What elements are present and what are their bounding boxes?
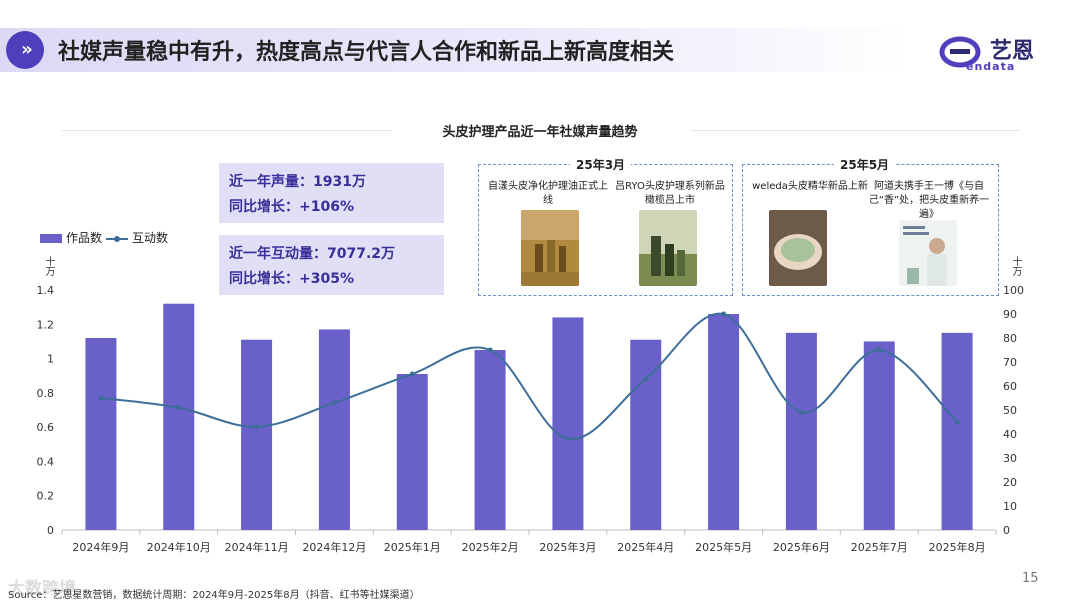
page-title: 社媒声量稳中有升，热度高点与代言人合作和新品上新高度相关	[58, 40, 675, 65]
y-left-tick-label: 0.4	[37, 455, 55, 468]
x-tick-label: 2024年10月	[147, 540, 211, 554]
header-banner	[0, 28, 910, 72]
product-weleda-photo	[769, 210, 827, 286]
bar-works-count	[863, 341, 895, 530]
x-tick-label: 2024年9月	[72, 540, 129, 554]
event-text-weleda: weleda头皮精华新品上新	[752, 181, 868, 192]
logo-text-cn: 艺恩	[990, 39, 1035, 64]
y-right-tick-label: 20	[1003, 476, 1017, 489]
y-right-tick-label: 60	[1003, 380, 1017, 393]
y-right-tick-label: 100	[1003, 284, 1024, 297]
volume-total: 近一年声量：1931万	[229, 174, 366, 190]
y-left-tick-label: 0.6	[37, 421, 55, 434]
bar-works-count	[396, 374, 428, 530]
bar-works-count	[941, 332, 973, 530]
bar-works-count	[552, 317, 584, 530]
x-tick-label: 2025年5月	[695, 540, 752, 554]
y-left-tick-label: 0.8	[37, 387, 55, 400]
x-tick-label: 2025年8月	[929, 540, 986, 554]
interaction-total: 近一年互动量：7077.2万	[229, 246, 396, 262]
volume-growth: 同比增长：+106%	[229, 199, 354, 215]
x-tick-label: 2025年1月	[384, 540, 441, 554]
y-left-tick-label: 0	[47, 524, 54, 537]
y-right-tick-label: 30	[1003, 452, 1017, 465]
product-oil-photo	[521, 210, 579, 286]
y-right-tick-label: 80	[1003, 332, 1017, 345]
source-note: Source：艺恩星数营销，数据统计周期：2024年9月-2025年8月（抖音、…	[8, 590, 420, 601]
ambassador-photo	[899, 220, 957, 286]
title-rule-right	[690, 130, 1020, 131]
line-interactions-series	[100, 312, 958, 440]
event-text-ryo: 吕RYO头皮护理系列新品橄榄吕上市	[615, 181, 725, 206]
left-axis-unit: 十万	[43, 256, 54, 276]
chevron-double-right-icon: »	[6, 31, 44, 69]
x-tick-label: 2025年2月	[462, 540, 519, 554]
endata-logo-icon	[939, 36, 981, 68]
y-right-tick-label: 40	[1003, 428, 1017, 441]
bar-works-count	[630, 339, 662, 530]
watermark: 大数跨境	[8, 579, 76, 599]
event-text-adolph: 阿道夫携手王一博《与自己“香”处，把头皮重新养一遍》	[868, 181, 990, 220]
bar-works-count	[474, 350, 506, 530]
y-right-tick-label: 0	[1003, 524, 1010, 537]
bar-works-count	[163, 303, 195, 530]
chart-title: 头皮护理产品近一年社媒声量趋势	[442, 125, 638, 140]
line-interactions-point	[565, 436, 571, 442]
y-right-tick-label: 10	[1003, 500, 1017, 513]
y-left-tick-label: 1.4	[37, 284, 55, 297]
event-month-march: 25年3月	[570, 156, 632, 173]
legend-line-swatch	[106, 235, 129, 242]
line-interactions-point	[176, 405, 182, 411]
page-number: 15	[1022, 571, 1039, 586]
y-left-tick-label: 1.2	[37, 318, 55, 331]
bar-works-count	[241, 339, 273, 530]
right-axis-unit: 十万	[1010, 256, 1021, 276]
event-text-oil: 自漾头皮净化护理油正式上线	[488, 181, 608, 206]
chart-legend: 作品数 互动数	[40, 229, 168, 246]
x-tick-label: 2025年6月	[773, 540, 830, 554]
line-interactions-point	[954, 419, 960, 425]
line-interactions-point	[798, 409, 804, 415]
bar-works-count	[318, 329, 350, 530]
y-right-tick-label: 50	[1003, 404, 1017, 417]
x-tick-label: 2024年11月	[225, 540, 289, 554]
legend-bar-swatch	[40, 234, 62, 243]
logo-text-en: endata	[966, 60, 1016, 73]
bar-works-count	[785, 332, 817, 530]
x-tick-label: 2025年4月	[617, 540, 674, 554]
line-interactions-point	[409, 371, 415, 377]
interaction-growth: 同比增长：+305%	[229, 271, 354, 287]
legend-bar-label: 作品数	[66, 231, 103, 245]
line-interactions-point	[487, 347, 493, 353]
x-tick-label: 2024年12月	[302, 540, 366, 554]
volume-stat-box: 近一年声量：1931万 同比增长：+106%	[219, 163, 444, 223]
y-left-tick-label: 0.2	[37, 490, 55, 503]
bar-works-count	[85, 338, 117, 530]
x-tick-label: 2025年7月	[851, 540, 908, 554]
legend-line-label: 互动数	[132, 231, 169, 245]
interaction-stat-box: 近一年互动量：7077.2万 同比增长：+305%	[219, 235, 444, 295]
product-ryo-photo	[639, 210, 697, 286]
event-month-may: 25年5月	[834, 156, 896, 173]
title-rule-left	[62, 130, 392, 131]
y-right-tick-label: 90	[1003, 308, 1017, 321]
bar-works-count	[708, 314, 740, 530]
x-tick-label: 2025年3月	[539, 540, 596, 554]
line-interactions-point	[98, 395, 104, 401]
line-interactions-point	[721, 311, 727, 317]
y-right-tick-label: 70	[1003, 356, 1017, 369]
line-interactions-point	[643, 376, 649, 382]
line-interactions-point	[254, 424, 260, 430]
line-interactions-point	[876, 347, 882, 353]
y-left-tick-label: 1	[47, 353, 54, 366]
line-interactions-point	[331, 400, 337, 406]
